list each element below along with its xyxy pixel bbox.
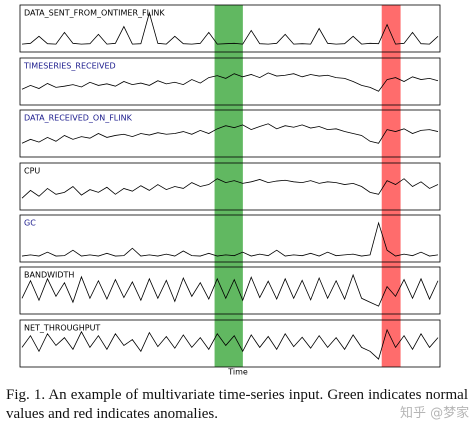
series-line	[21, 273, 439, 307]
panel-frame	[19, 319, 441, 368]
panel-frame	[19, 214, 441, 263]
highlight-span	[214, 5, 243, 367]
series-line	[21, 11, 439, 45]
panel-frame	[19, 109, 441, 158]
series-line	[21, 178, 439, 199]
watermark: 知乎 @梦家	[400, 406, 470, 421]
panel-title: DATA_RECEIVED_ON_FLINK	[24, 114, 133, 123]
panel-title: DATA_SENT_FROM_ONTIMER_FLINK	[24, 9, 165, 18]
series-line	[21, 328, 439, 360]
panel-frame	[19, 162, 441, 211]
series-line	[21, 123, 439, 144]
figure: Time DATA_SENT_FROM_ONTIMER_FLINK TIMESER…	[19, 4, 441, 377]
panel-title: CPU	[24, 167, 40, 176]
panel-frame	[19, 57, 441, 106]
x-axis-label: Time	[227, 368, 248, 377]
panel-frame	[19, 4, 441, 53]
panel-frame	[19, 266, 441, 315]
series-line	[21, 221, 439, 257]
panel-title: TIMESERIES_RECEIVED	[23, 62, 116, 71]
panel-title: BANDWIDTH	[24, 271, 74, 280]
panel-title: GC	[24, 219, 36, 228]
caption: Fig. 1. An example of multivariate time-…	[6, 387, 468, 422]
panel-title: NET_THROUGHPUT	[24, 324, 100, 333]
series-line	[21, 72, 439, 92]
highlight-span	[381, 5, 401, 367]
